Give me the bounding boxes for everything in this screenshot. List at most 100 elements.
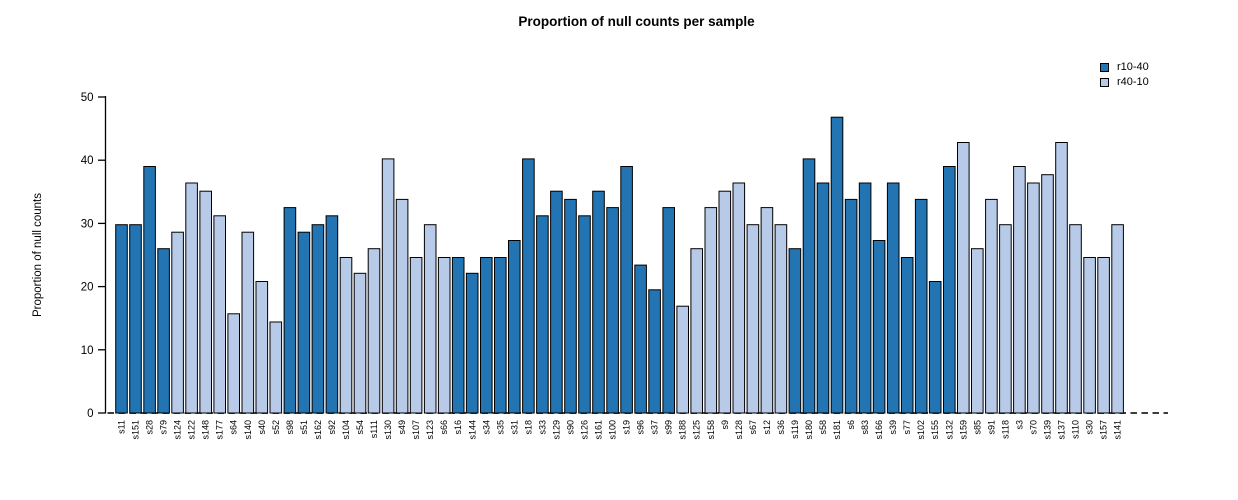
x-tick-label: s35	[495, 420, 505, 435]
x-tick-label: s34	[481, 420, 491, 435]
bar-s67	[746, 224, 760, 414]
x-tick-label: s67	[748, 420, 758, 435]
bar-s102	[914, 198, 928, 414]
bar-s162	[311, 224, 325, 414]
bar-s155	[928, 281, 942, 414]
x-tick-label: s66	[439, 420, 449, 435]
bar-s34	[480, 257, 493, 414]
x-tick-label: s40	[257, 420, 267, 435]
bar-s6	[844, 198, 858, 414]
bar-s141	[1111, 224, 1124, 414]
y-tick-label: 20	[81, 282, 94, 294]
x-tick-label: s12	[762, 420, 772, 435]
x-tick-label: s51	[299, 420, 309, 435]
bar-s12	[760, 207, 774, 414]
x-tick-label: s159	[958, 420, 968, 440]
x-tick-label: s28	[145, 420, 155, 435]
x-tick-label: s64	[229, 420, 239, 435]
bar-s28	[143, 166, 156, 414]
bar-s158	[704, 207, 718, 414]
y-tick-label: 40	[81, 155, 94, 167]
x-tick-label: s92	[327, 420, 337, 435]
x-tick-label: s6	[846, 420, 856, 430]
x-tick-label: s77	[902, 420, 912, 435]
x-tick-label: s49	[397, 420, 407, 435]
x-tick-label: s166	[874, 420, 884, 440]
x-tick-label: s37	[650, 420, 660, 435]
x-tick-label: s119	[790, 420, 800, 439]
bar-s77	[900, 257, 914, 414]
bar-s35	[494, 257, 507, 414]
legend-item-r40-10: r40-10	[1100, 76, 1149, 88]
bar-s111	[367, 248, 381, 414]
y-tick-label: 50	[81, 92, 94, 104]
x-tick-label: s155	[930, 420, 940, 440]
bar-s188	[676, 305, 690, 414]
x-tick-label: s18	[523, 420, 533, 435]
bar-s51	[297, 231, 311, 414]
x-tick-label: s125	[692, 420, 702, 440]
bar-s130	[381, 158, 395, 414]
x-tick-label: s98	[285, 420, 295, 435]
x-tick-label: s126	[579, 420, 589, 440]
bar-s125	[690, 248, 704, 414]
bar-s52	[269, 321, 283, 414]
x-tick-label: s180	[804, 420, 814, 440]
bar-s64	[227, 313, 240, 414]
x-tick-label: s144	[467, 420, 477, 440]
bar-s49	[395, 198, 409, 414]
bar-s3	[1013, 166, 1026, 414]
bar-s110	[1069, 224, 1082, 414]
bar-s16	[451, 257, 465, 414]
x-tick-label: s122	[187, 420, 197, 440]
legend: r10-40 r40-10	[1100, 61, 1149, 88]
bar-s118	[999, 224, 1012, 414]
bar-s66	[437, 257, 451, 414]
x-tick-label: s181	[832, 420, 842, 440]
x-tick-label: s128	[734, 420, 744, 440]
x-tick-label: s132	[944, 420, 954, 440]
bar-s140	[241, 231, 255, 414]
x-tick-label: s157	[1099, 420, 1109, 440]
bar-s148	[199, 190, 212, 414]
bar-s9	[718, 190, 732, 414]
x-tick-label: s130	[383, 420, 393, 440]
bar-s19	[620, 166, 633, 414]
x-tick-label: s99	[664, 420, 674, 435]
bar-s11	[115, 224, 128, 414]
legend-item-r10-40: r10-40	[1100, 61, 1149, 73]
x-tick-label: s19	[622, 420, 632, 435]
bar-s123	[423, 224, 437, 414]
x-tick-label: s107	[411, 420, 421, 440]
bar-s119	[788, 248, 802, 414]
x-tick-label: s52	[271, 420, 281, 435]
bar-s90	[564, 198, 577, 414]
bar-s107	[409, 257, 423, 414]
bar-s96	[634, 264, 647, 414]
x-tick-label: s104	[341, 420, 351, 440]
bar-s151	[129, 224, 142, 414]
x-tick-label: s188	[678, 420, 688, 440]
x-tick-label: s11	[117, 420, 127, 434]
bar-s99	[662, 207, 676, 414]
x-tick-label: s85	[972, 420, 982, 435]
y-tick-label: 0	[87, 408, 93, 420]
x-tick-label: s161	[594, 420, 604, 440]
x-tick-label: s33	[537, 420, 547, 435]
bar-s91	[985, 198, 998, 414]
bar-s36	[774, 224, 788, 414]
bar-s85	[971, 248, 984, 414]
x-tick-label: s111	[369, 420, 379, 438]
bar-s166	[872, 240, 886, 414]
bar-s58	[816, 182, 830, 414]
bar-s137	[1055, 142, 1068, 414]
bar-s129	[550, 190, 563, 414]
bar-s159	[957, 142, 970, 414]
x-tick-label: s70	[1028, 420, 1038, 435]
x-tick-label: s118	[1000, 420, 1010, 439]
x-tick-label: s158	[706, 420, 716, 440]
x-tick-label: s96	[636, 420, 646, 435]
x-tick-label: s102	[916, 420, 926, 440]
x-tick-label: s9	[720, 420, 730, 430]
